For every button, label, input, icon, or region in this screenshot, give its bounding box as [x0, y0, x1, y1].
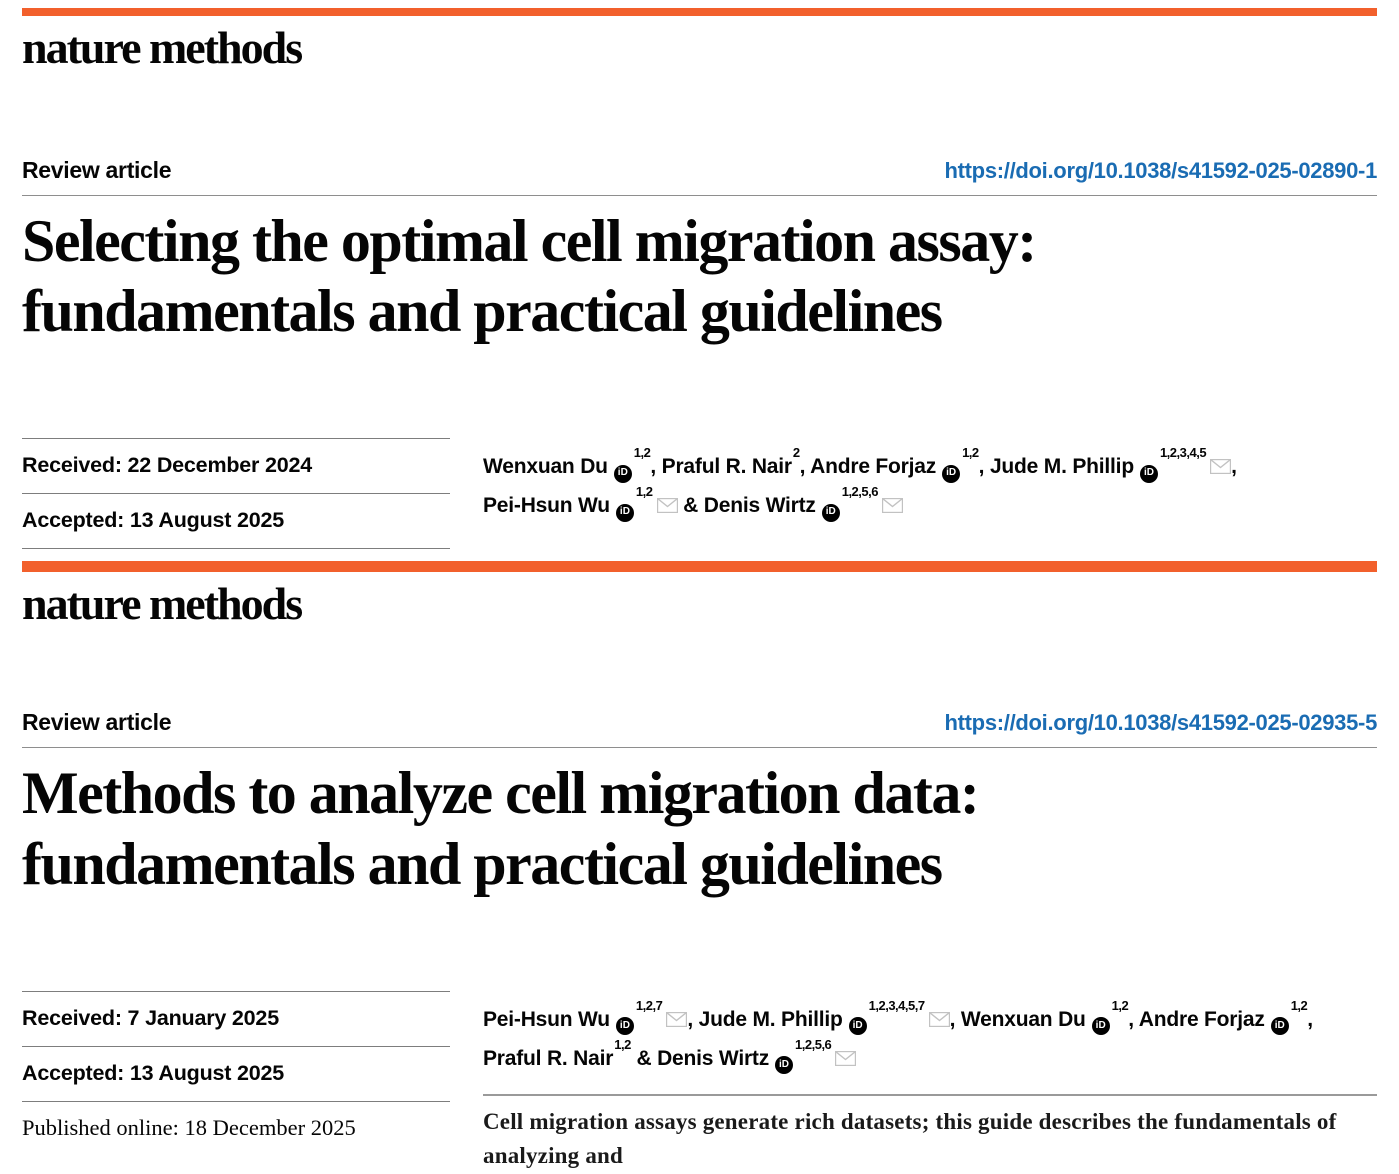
- doi-link[interactable]: https://doi.org/10.1038/s41592-025-02935…: [944, 710, 1377, 736]
- orcid-icon[interactable]: iD: [1270, 1017, 1289, 1036]
- article-type-label: Review article: [22, 157, 172, 183]
- author-name: Jude M. Phillip: [698, 1007, 843, 1031]
- journal-logo: nature methods: [22, 22, 303, 73]
- dates-table: Received: 7 January 2025 Accepted: 13 Aug…: [22, 990, 450, 1155]
- author-name: Denis Wirtz: [703, 494, 816, 518]
- orcid-icon[interactable]: iD: [615, 1017, 634, 1036]
- orcid-icon[interactable]: iD: [821, 503, 840, 522]
- brand-accent-bar: [22, 8, 1377, 16]
- email-icon[interactable]: [666, 1011, 688, 1027]
- affiliation-superscript: 1,2,5,6: [795, 1036, 832, 1052]
- author-name: Praful R. Nair: [661, 455, 792, 479]
- title-line-1: Selecting the optimal cell migration ass…: [22, 208, 1037, 274]
- author: Wenxuan Du iD1,2: [960, 999, 1129, 1036]
- author-name: Praful R. Nair: [483, 1046, 614, 1070]
- orcid-icon[interactable]: iD: [775, 1056, 794, 1075]
- author-name: Pei-Hsun Wu: [483, 1007, 610, 1031]
- author-separator: &: [677, 494, 704, 518]
- author-name: Andre Forjaz: [1138, 1007, 1265, 1031]
- date-row: Received: 22 December 2024: [22, 438, 450, 493]
- affiliation-superscript: 1,2: [614, 1036, 631, 1052]
- orcid-icon[interactable]: iD: [1139, 464, 1158, 483]
- article-type-label: Review article: [22, 709, 172, 736]
- date-row: Accepted: 13 August 2025: [22, 1045, 450, 1101]
- orcid-icon[interactable]: iD: [848, 1017, 867, 1036]
- date-row: Published online: 18 December 2025: [22, 1100, 450, 1155]
- date-row: Received: 7 January 2025: [22, 990, 450, 1046]
- abstract-block: Cell migration assays generate rich data…: [483, 1093, 1377, 1174]
- author-separator: ,: [949, 1007, 961, 1031]
- brand-accent-bar: [22, 561, 1377, 573]
- affiliation-superscript: 2: [792, 445, 800, 461]
- title-line-1: Methods to analyze cell migration data:: [22, 760, 980, 827]
- author: Andre Forjaz iD1,2: [810, 446, 979, 483]
- title-line-2: fundamentals and practical guidelines: [22, 830, 943, 897]
- email-icon[interactable]: [928, 1011, 950, 1027]
- author-list: Pei-Hsun Wu iD1,2,7, Jude M. Phillip iD1,2…: [483, 999, 1377, 1078]
- author-name: Jude M. Phillip: [989, 455, 1134, 479]
- article-title: Methods to analyze cell migration data: …: [22, 758, 1377, 898]
- doi-link[interactable]: https://doi.org/10.1038/s41592-025-02890…: [944, 158, 1377, 183]
- author-separator: ,: [1231, 455, 1237, 479]
- author: Praful R. Nair1,2: [483, 1038, 631, 1070]
- affiliation-superscript: 1,2,3,4,5: [1159, 445, 1207, 461]
- kicker-row: Review article https://doi.org/10.1038/s…: [22, 157, 1377, 196]
- title-line-2: fundamentals and practical guidelines: [22, 278, 943, 345]
- affiliation-superscript: 1,2: [1290, 997, 1308, 1013]
- date-row: Accepted: 13 August 2025: [22, 493, 450, 548]
- abstract-divider: [483, 1093, 1377, 1096]
- author-column: Pei-Hsun Wu iD1,2,7, Jude M. Phillip iD1,2…: [483, 991, 1377, 1174]
- email-icon[interactable]: [1209, 459, 1232, 475]
- email-icon[interactable]: [835, 1050, 857, 1066]
- author-separator: ,: [687, 1007, 699, 1031]
- doi-link-wrap: https://doi.org/10.1038/s41592-025-02890…: [944, 158, 1377, 184]
- page: nature methods Review article https://do…: [0, 8, 1399, 1174]
- author-name: Wenxuan Du: [960, 1007, 1086, 1031]
- journal-logo: nature methods: [22, 578, 303, 630]
- article-header-2: nature methods Review article https://do…: [22, 561, 1377, 1173]
- affiliation-superscript: 1,2,7: [635, 997, 663, 1013]
- author-separator: ,: [650, 455, 662, 479]
- author-separator: ,: [978, 455, 990, 479]
- author-list: Wenxuan Du iD1,2, Praful R. Nair2, Andre …: [483, 438, 1377, 525]
- author-separator: ,: [1128, 1007, 1139, 1031]
- article-title: Selecting the optimal cell migration ass…: [22, 206, 1377, 346]
- dates-table: Received: 22 December 2024 Accepted: 13 A…: [22, 438, 450, 550]
- orcid-icon[interactable]: iD: [615, 503, 634, 522]
- author: Denis Wirtz iD1,2,5,6: [657, 1038, 857, 1075]
- author: Pei-Hsun Wu iD1,2,7: [483, 999, 688, 1036]
- email-icon[interactable]: [881, 498, 904, 514]
- author: Denis Wirtz iD1,2,5,6: [703, 485, 904, 522]
- orcid-icon[interactable]: iD: [1091, 1017, 1110, 1036]
- kicker-row: Review article https://doi.org/10.1038/s…: [22, 709, 1377, 749]
- orcid-icon[interactable]: iD: [942, 464, 961, 483]
- email-icon[interactable]: [656, 498, 678, 514]
- author: Wenxuan Du iD1,2: [483, 446, 651, 483]
- author: Jude M. Phillip iD1,2,3,4,5,7: [698, 999, 950, 1036]
- author-name: Andre Forjaz: [810, 455, 937, 479]
- author-name: Wenxuan Du: [483, 455, 608, 479]
- author-name: Denis Wirtz: [657, 1046, 770, 1070]
- affiliation-superscript: 1,2: [962, 445, 979, 461]
- author: Andre Forjaz iD1,2: [1138, 999, 1308, 1036]
- author: Jude M. Phillip iD1,2,3,4,5: [989, 446, 1232, 483]
- affiliation-superscript: 1,2,5,6: [841, 484, 879, 500]
- author: Praful R. Nair2: [661, 446, 800, 479]
- affiliation-superscript: 1,2: [1111, 997, 1129, 1013]
- doi-link-wrap: https://doi.org/10.1038/s41592-025-02935…: [944, 710, 1377, 736]
- affiliation-superscript: 1,2: [633, 445, 651, 461]
- author-separator: ,: [799, 455, 811, 479]
- author-separator: &: [630, 1046, 658, 1070]
- affiliation-superscript: 1,2,3,4,5,7: [868, 997, 925, 1013]
- author: Pei-Hsun Wu iD1,2: [483, 485, 678, 522]
- orcid-icon[interactable]: iD: [613, 464, 632, 483]
- article-header-1: nature methods Review article https://do…: [22, 8, 1377, 550]
- author-name: Pei-Hsun Wu: [483, 494, 610, 518]
- affiliation-superscript: 1,2: [635, 484, 653, 500]
- author-separator: ,: [1307, 1007, 1313, 1031]
- abstract-first-line-clipped: Cell migration assays generate rich data…: [483, 1108, 1337, 1169]
